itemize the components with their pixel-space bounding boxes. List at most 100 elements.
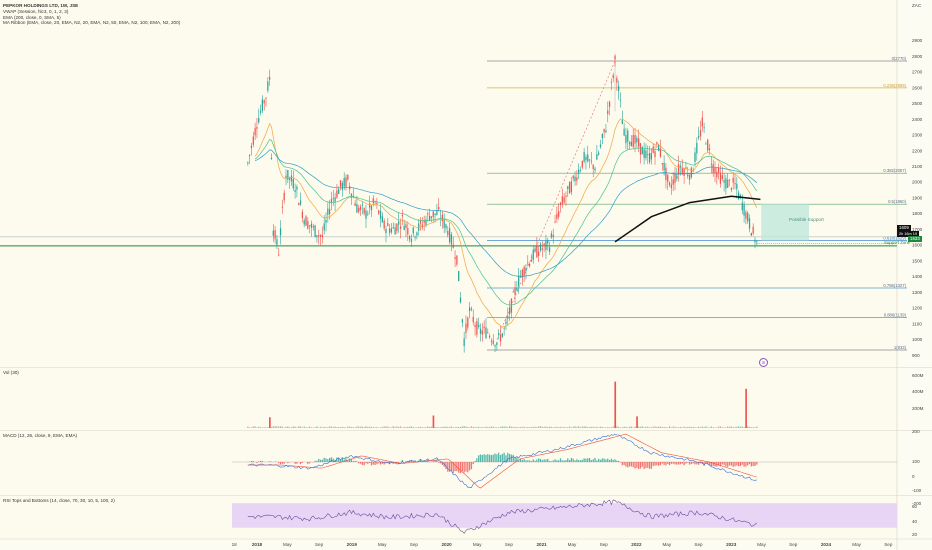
candle-body <box>416 232 418 236</box>
volume-bar <box>461 426 463 428</box>
volume-bar <box>665 426 667 428</box>
macd-histogram-bar <box>599 459 602 462</box>
candle-body <box>296 186 298 190</box>
ma-ribbon-line <box>254 118 758 328</box>
macd-histogram-bar <box>321 459 324 462</box>
price-tick-label: 2300 <box>912 133 923 138</box>
volume-bar <box>454 427 456 428</box>
macd-histogram-bar <box>261 460 264 462</box>
volume-bar <box>596 426 598 428</box>
volume-bar <box>378 427 380 428</box>
macd-histogram-bar <box>650 462 653 469</box>
candle-body <box>278 254 280 256</box>
candle-body <box>512 291 514 293</box>
volume-bar <box>536 427 538 428</box>
macd-histogram-bar <box>516 457 518 462</box>
candle-body <box>699 130 702 137</box>
macd-histogram-bar <box>479 454 482 462</box>
volume-bar <box>430 426 433 428</box>
macd-histogram-bar <box>603 458 605 462</box>
volume-bar <box>385 426 387 428</box>
candle-body <box>547 239 549 244</box>
macd-histogram-bar <box>696 462 698 465</box>
candle-body <box>274 230 276 240</box>
volume-bar <box>361 426 363 428</box>
candle-body <box>330 198 333 203</box>
volume-bar <box>314 427 316 428</box>
volume-bar <box>465 426 467 428</box>
volume-bar <box>734 426 736 428</box>
macd-histogram-bar <box>358 462 360 464</box>
macd-histogram-bar <box>458 462 460 473</box>
candle-body <box>725 178 727 189</box>
volume-bar <box>399 426 402 428</box>
macd-histogram-bar <box>350 458 353 462</box>
volume-bar <box>561 427 563 428</box>
volume-bar <box>676 427 678 428</box>
macd-histogram-bar <box>661 462 663 464</box>
macd-histogram-bar <box>334 459 336 462</box>
candle-body <box>363 208 365 214</box>
volume-bar <box>310 427 313 428</box>
macd-histogram-bar <box>683 462 685 466</box>
macd-histogram-bar <box>478 455 480 462</box>
time-tick-label: Sep <box>315 542 324 547</box>
volume-panel-title[interactable]: Vol (30) <box>3 370 19 375</box>
candle-body <box>739 194 742 197</box>
candle-body <box>318 234 320 236</box>
macd-histogram-bar <box>512 454 514 462</box>
candle-body <box>316 235 318 237</box>
indicator-ma-ribbon[interactable]: MA Ribbon (EMA, close, 20, EMA, N2, 20, … <box>3 20 181 25</box>
volume-bar <box>387 426 389 428</box>
indicator-ema[interactable]: EMA (200, close, 0, SMA, 5) <box>3 14 61 20</box>
candle-body <box>309 225 311 227</box>
volume-bar <box>718 426 720 428</box>
macd-histogram-bar <box>747 462 749 466</box>
volume-bar <box>274 426 276 428</box>
macd-histogram-bar <box>718 462 720 466</box>
candle-body <box>443 218 445 228</box>
volume-bar <box>512 426 514 428</box>
candle-body <box>528 263 531 267</box>
volume-bar <box>525 427 527 428</box>
candle-body <box>372 198 374 204</box>
macd-histogram-bar <box>510 454 513 462</box>
candle-body <box>543 243 545 246</box>
rsi-panel-title[interactable]: RSI Tops and Bottoms (14, close, 70, 30,… <box>3 498 115 503</box>
support-value-tag: 1633 <box>908 236 922 242</box>
candle-body <box>741 202 743 211</box>
macd-histogram-bar <box>314 460 316 462</box>
candle-body <box>408 236 411 240</box>
rsi-line <box>247 499 757 534</box>
volume-bar <box>476 427 478 428</box>
candle-body <box>365 210 367 219</box>
candle-body <box>558 211 560 217</box>
candle-body <box>556 213 558 219</box>
volume-bar <box>559 426 562 428</box>
volume-bar <box>565 427 567 428</box>
macd-panel-title[interactable]: MACD (12, 26, close, 9, EMA, EMA) <box>3 433 78 438</box>
tradingview-logo-icon[interactable]: ⊘ <box>759 358 768 367</box>
volume-bar <box>503 426 505 428</box>
candle-body <box>639 143 642 155</box>
price-tick-label: 1700 <box>912 227 923 232</box>
volume-bar <box>707 427 709 428</box>
candle-body <box>485 327 487 339</box>
macd-histogram-bar <box>743 462 745 467</box>
macd-histogram-bar <box>468 462 471 471</box>
macd-histogram-bar <box>488 454 491 462</box>
macd-histogram-bar <box>610 458 613 462</box>
candle-body <box>727 179 729 188</box>
time-tick-label: May <box>378 542 387 547</box>
candle-body <box>599 144 602 148</box>
candle-body <box>563 197 565 203</box>
macd-histogram-bar <box>630 462 633 467</box>
macd-histogram-bar <box>258 461 260 462</box>
volume-bar <box>710 426 713 428</box>
indicator-vwap[interactable]: VWAP (Session, hlc3, 0, 1, 2, 3) <box>3 9 69 14</box>
macd-histogram-bar <box>563 460 565 462</box>
volume-bar <box>254 426 256 428</box>
fib-level-label: 0.382(2057) <box>883 168 906 173</box>
